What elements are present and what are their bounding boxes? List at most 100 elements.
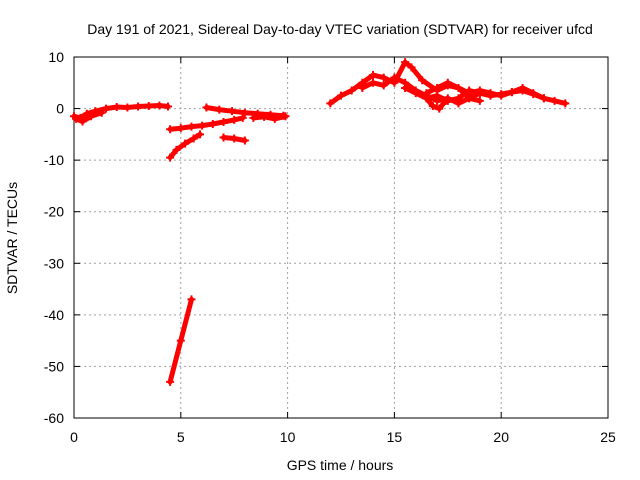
data-point — [202, 103, 211, 112]
y-tick-label: -10 — [44, 152, 64, 168]
y-tick-label: -60 — [44, 410, 64, 426]
data-point — [228, 107, 237, 116]
series-trace — [73, 110, 105, 124]
data-point — [428, 101, 437, 110]
data-point — [163, 102, 172, 111]
series-arc-3 — [166, 113, 247, 134]
x-tick-label: 10 — [280, 429, 296, 445]
data-point — [475, 96, 484, 105]
series-arc-2 — [166, 295, 196, 386]
plot-frame — [73, 56, 609, 419]
data-point — [465, 86, 474, 95]
data-point — [198, 121, 207, 130]
axis-ticks — [73, 56, 609, 419]
data-point — [433, 83, 442, 92]
data-point — [78, 117, 87, 126]
x-tick-label: 15 — [387, 429, 403, 445]
data-point — [240, 136, 249, 145]
data-point — [249, 113, 258, 122]
y-axis-label: SDTVAR / TECUs — [4, 182, 20, 294]
y-tick-label: -30 — [44, 255, 64, 271]
data-point — [123, 103, 132, 112]
data-point — [379, 73, 388, 82]
data-point — [219, 133, 228, 142]
data-point — [176, 336, 185, 345]
data-point — [134, 102, 143, 111]
series-arc-10 — [422, 78, 484, 105]
data-point — [443, 78, 452, 87]
data-point — [539, 94, 548, 103]
data-point — [401, 58, 410, 67]
x-tick-label: 0 — [70, 429, 78, 445]
x-tick-labels: 0 5 10 15 20 25 — [70, 429, 616, 445]
data-point — [441, 96, 450, 105]
data-point — [475, 89, 484, 98]
data-point — [176, 124, 185, 133]
data-point — [486, 91, 495, 100]
data-point — [518, 86, 527, 95]
series-arc-5b — [249, 112, 290, 123]
data-point — [208, 120, 217, 129]
data-point — [219, 117, 228, 126]
data-point — [358, 83, 367, 92]
data-point — [215, 105, 224, 114]
data-point — [529, 90, 538, 99]
data-point — [326, 99, 335, 108]
grid-lines — [74, 57, 608, 418]
x-tick-label: 25 — [600, 429, 616, 445]
data-point — [422, 94, 431, 103]
series-arc-4 — [166, 130, 205, 162]
data-point — [561, 99, 570, 108]
data-point — [390, 73, 399, 82]
data-point — [112, 103, 121, 112]
series-trace — [250, 113, 288, 122]
y-tick-label: -50 — [44, 358, 64, 374]
series-arc-6 — [219, 133, 249, 145]
x-tick-label: 20 — [493, 429, 509, 445]
x-axis-label: GPS time / hours — [287, 457, 394, 473]
data-point — [454, 94, 463, 103]
data-point — [187, 122, 196, 131]
data-point — [411, 89, 420, 98]
data-point — [347, 86, 356, 95]
data-series — [70, 58, 570, 386]
y-tick-label: -40 — [44, 307, 64, 323]
chart-title: Day 191 of 2021, Sidereal Day-to-day VTE… — [87, 21, 593, 37]
data-point — [189, 134, 198, 143]
data-point — [407, 63, 416, 72]
data-point — [550, 96, 559, 105]
data-point — [102, 104, 111, 113]
data-point — [369, 78, 378, 87]
data-point — [497, 90, 506, 99]
data-point — [97, 108, 106, 117]
data-point — [181, 139, 190, 148]
y-tick-labels: 10 0 -10 -20 -30 -40 -50 -60 — [44, 49, 64, 426]
data-point — [418, 76, 427, 85]
data-point — [144, 101, 153, 110]
y-tick-label: 0 — [56, 101, 64, 117]
data-point — [238, 113, 247, 122]
data-point — [454, 83, 463, 92]
data-point — [230, 115, 239, 124]
data-point — [260, 112, 269, 121]
data-point — [166, 377, 175, 386]
y-tick-label: -20 — [44, 204, 64, 220]
data-point — [166, 153, 175, 162]
series-arc-11 — [422, 94, 450, 113]
y-tick-label: 10 — [48, 49, 64, 65]
x-tick-label: 5 — [177, 429, 185, 445]
data-point — [166, 125, 175, 134]
data-point — [87, 112, 96, 121]
series-arc-1b — [72, 108, 106, 126]
data-point — [187, 295, 196, 304]
data-point — [507, 88, 516, 97]
data-point — [240, 108, 249, 117]
series-trace — [423, 95, 449, 112]
data-point — [172, 145, 181, 154]
data-point — [196, 130, 205, 139]
data-point — [401, 83, 410, 92]
data-point — [72, 114, 81, 123]
data-point — [337, 91, 345, 100]
data-point — [435, 104, 444, 113]
